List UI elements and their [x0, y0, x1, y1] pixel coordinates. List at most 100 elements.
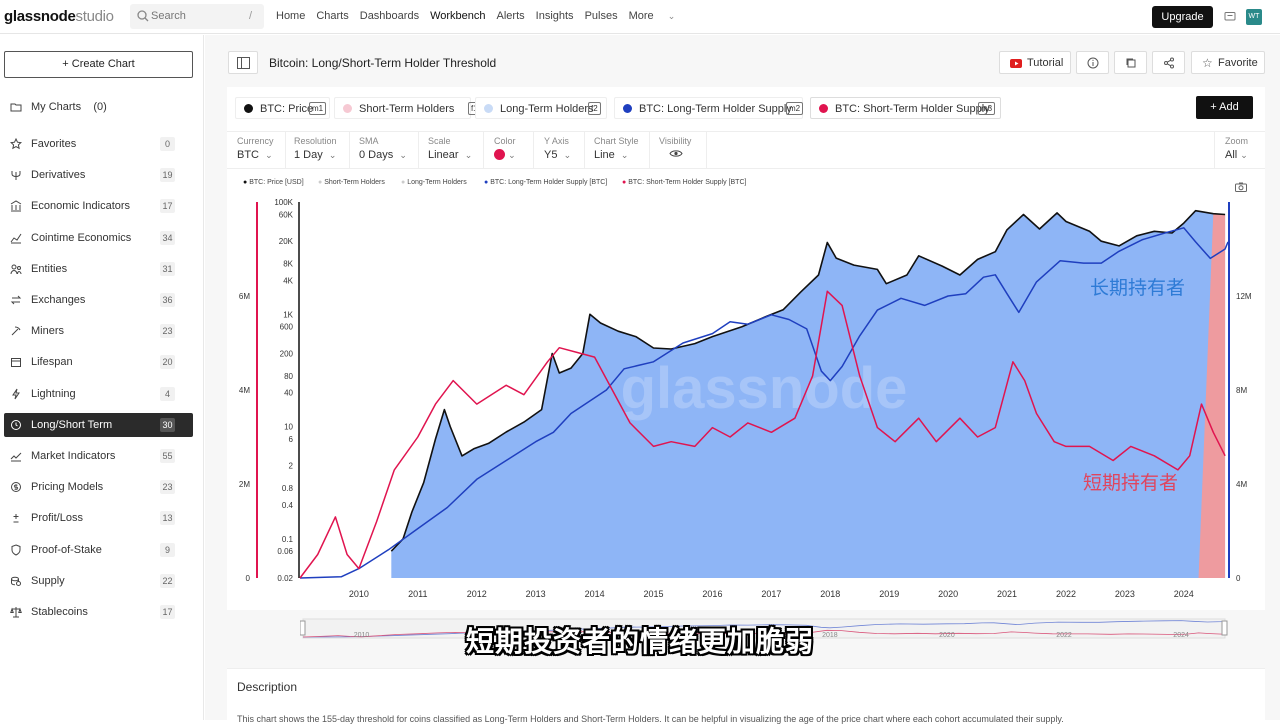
- tutorial-button[interactable]: Tutorial: [999, 51, 1071, 74]
- copy-button[interactable]: [1114, 51, 1147, 74]
- series-line-lth-supply: [299, 227, 1229, 579]
- sidebar-item-entities[interactable]: Entities 31: [4, 257, 193, 281]
- control-visibility[interactable]: Visibility: [659, 136, 691, 168]
- sth-supply-tick-label: 0: [246, 574, 251, 583]
- eye-icon: [669, 150, 683, 157]
- chevron-down-icon: ⌄: [620, 150, 629, 160]
- chart-legend-item[interactable]: ● BTC: Long-Term Holder Supply [BTC]: [484, 179, 608, 186]
- metric-chip-btc-short-term-holder-supply[interactable]: BTC: Short-Term Holder Supply m3: [810, 97, 1001, 119]
- nav-alerts[interactable]: Alerts: [496, 10, 525, 22]
- create-chart-button[interactable]: + Create Chart: [4, 51, 193, 78]
- share-button[interactable]: [1152, 51, 1185, 74]
- navigator-right-handle[interactable]: [1221, 620, 1228, 636]
- sidebar-item-count: 17: [160, 199, 175, 214]
- sidebar-item-supply[interactable]: Supply 22: [4, 569, 193, 593]
- avatar[interactable]: WT: [1246, 9, 1262, 25]
- chart-legend-item[interactable]: ● Short-Term Holders: [318, 179, 385, 186]
- glassnode-watermark: glassnode: [621, 356, 908, 421]
- sidebar-item-pricing-models[interactable]: Pricing Models 23: [4, 475, 193, 499]
- sidebar-item-label: Profit/Loss: [31, 512, 83, 525]
- navigator-sth-line: [302, 629, 1223, 638]
- sidebar-item-market-indicators[interactable]: Market Indicators 55: [4, 444, 193, 468]
- control-y-axis[interactable]: Y Axis Y5 ⌄: [544, 136, 572, 161]
- favorite-button[interactable]: ☆ Favorite: [1191, 51, 1265, 74]
- long-term-holders-area: [391, 210, 1226, 578]
- control-sma[interactable]: SMA 0 Days ⌄: [359, 136, 407, 161]
- camera-icon[interactable]: [1235, 182, 1247, 192]
- sidebar-item-derivatives[interactable]: Derivatives 19: [4, 163, 193, 187]
- metric-color-dot: [623, 104, 632, 113]
- sth-supply-tick-label: 2M: [239, 480, 250, 489]
- metric-label: BTC: Price: [260, 103, 314, 115]
- sidebar-item-count: 23: [160, 480, 175, 495]
- navigator-tick-label: 2010: [354, 632, 370, 639]
- sidebar-item-label: Favorites: [31, 138, 77, 150]
- sidebar-item-cointime-economics[interactable]: Cointime Economics 34: [4, 226, 193, 250]
- range-navigator[interactable]: 2010 2014 2018 2020 2022 2024: [300, 617, 1228, 640]
- chat-icon[interactable]: [1223, 10, 1237, 24]
- sidebar-item-favorites[interactable]: Favorites 0: [4, 132, 193, 156]
- sidebar-item-proof-of-stake[interactable]: Proof-of-Stake 9: [4, 538, 193, 562]
- chart-controls-bar: [227, 131, 1265, 169]
- chevron-down-icon: ⌄: [464, 150, 473, 160]
- main-nav: Home Charts Dashboards Workbench Alerts …: [276, 10, 697, 22]
- metric-chip-short-term-holders[interactable]: Short-Term Holdersf1: [334, 97, 481, 119]
- upgrade-button[interactable]: Upgrade: [1152, 6, 1213, 28]
- sidebar-item-count: 22: [160, 573, 175, 588]
- control-scale[interactable]: Scale Linear ⌄: [428, 136, 473, 161]
- control-divider: [533, 131, 534, 169]
- nav-home[interactable]: Home: [276, 10, 306, 22]
- sidebar-item-miners[interactable]: Miners 23: [4, 319, 193, 343]
- nav-insights[interactable]: Insights: [535, 10, 574, 22]
- star-icon: ☆: [1202, 56, 1213, 70]
- add-metric-button[interactable]: + Add: [1196, 96, 1253, 119]
- metric-label: BTC: Long-Term Holder Supply: [639, 103, 792, 115]
- page-title: Bitcoin: Long/Short-Term Holder Threshol…: [269, 56, 497, 70]
- chart-line-icon: [10, 233, 22, 244]
- zoom-select[interactable]: Zoom All ⌄: [1225, 136, 1249, 161]
- chart-legend-item[interactable]: ● Long-Term Holders: [401, 179, 467, 186]
- info-icon: [1087, 57, 1099, 69]
- control-resolution[interactable]: Resolution 1 Day ⌄: [294, 136, 337, 161]
- glassnode-logo[interactable]: glassnodestudio: [4, 8, 114, 25]
- sidebar-item-exchanges[interactable]: Exchanges 36: [4, 288, 193, 312]
- metric-shortcut-key: m3: [978, 102, 996, 115]
- nav-charts[interactable]: Charts: [316, 10, 349, 22]
- scale-icon: [10, 607, 22, 618]
- navigator-left-handle[interactable]: [300, 620, 306, 636]
- sidebar-item-long-short-term[interactable]: Long/Short Term 30: [4, 412, 193, 437]
- price-tick-label: 1K: [283, 310, 293, 319]
- metric-chip-btc-price[interactable]: BTC: Price m1: [235, 97, 330, 119]
- sidebar-item-economic-indicators[interactable]: Economic Indicators 17: [4, 194, 193, 218]
- sidebar-item-my-charts[interactable]: My Charts (0): [4, 95, 193, 119]
- control-color[interactable]: Color ⌄: [494, 136, 516, 160]
- description-panel: Description This chart shows the 155-day…: [227, 668, 1265, 724]
- nav-pulses[interactable]: Pulses: [584, 10, 618, 22]
- chart-legend-item[interactable]: ● BTC: Price [USD]: [243, 179, 304, 186]
- sidebar-item-lifespan[interactable]: Lifespan 20: [4, 350, 193, 374]
- toggle-sidebar-button[interactable]: [228, 51, 258, 74]
- sidebar-item-label: Cointime Economics: [31, 231, 132, 244]
- chart-legend-item[interactable]: ● BTC: Short-Term Holder Supply [BTC]: [622, 179, 747, 186]
- metric-chip-btc-long-term-holder-supply[interactable]: BTC: Long-Term Holder Supply m2: [614, 97, 804, 119]
- nav-dashboards[interactable]: Dashboards: [359, 10, 420, 22]
- x-tick-label: 2022: [1056, 589, 1076, 599]
- x-tick-label: 2018: [820, 589, 840, 599]
- sidebar-item-stablecoins[interactable]: Stablecoins 17: [4, 600, 193, 624]
- sidebar-item-count: 36: [160, 293, 175, 307]
- search-input[interactable]: Search /: [130, 4, 264, 29]
- sidebar-item-profit-loss[interactable]: Profit/Loss 13: [4, 506, 193, 530]
- sidebar-item-lightning[interactable]: Lightning 4: [4, 382, 193, 406]
- lth-supply-tick-label: 8M: [1236, 386, 1247, 395]
- nav-more[interactable]: More ⌄: [628, 10, 676, 22]
- navigator-tick-label: 2018: [822, 632, 838, 639]
- price-tick-label: 200: [280, 349, 294, 358]
- nav-workbench[interactable]: Workbench: [430, 10, 486, 22]
- control-chart-style[interactable]: Chart Style Line ⌄: [594, 136, 639, 161]
- metric-chip-long-term-holders[interactable]: Long-Term Holders f2: [475, 97, 607, 119]
- control-currency[interactable]: Currency BTC ⌄: [237, 136, 274, 161]
- info-button[interactable]: [1076, 51, 1109, 74]
- sidebar-item-label: Lifespan: [31, 356, 73, 369]
- price-tick-label: 0.4: [282, 501, 294, 510]
